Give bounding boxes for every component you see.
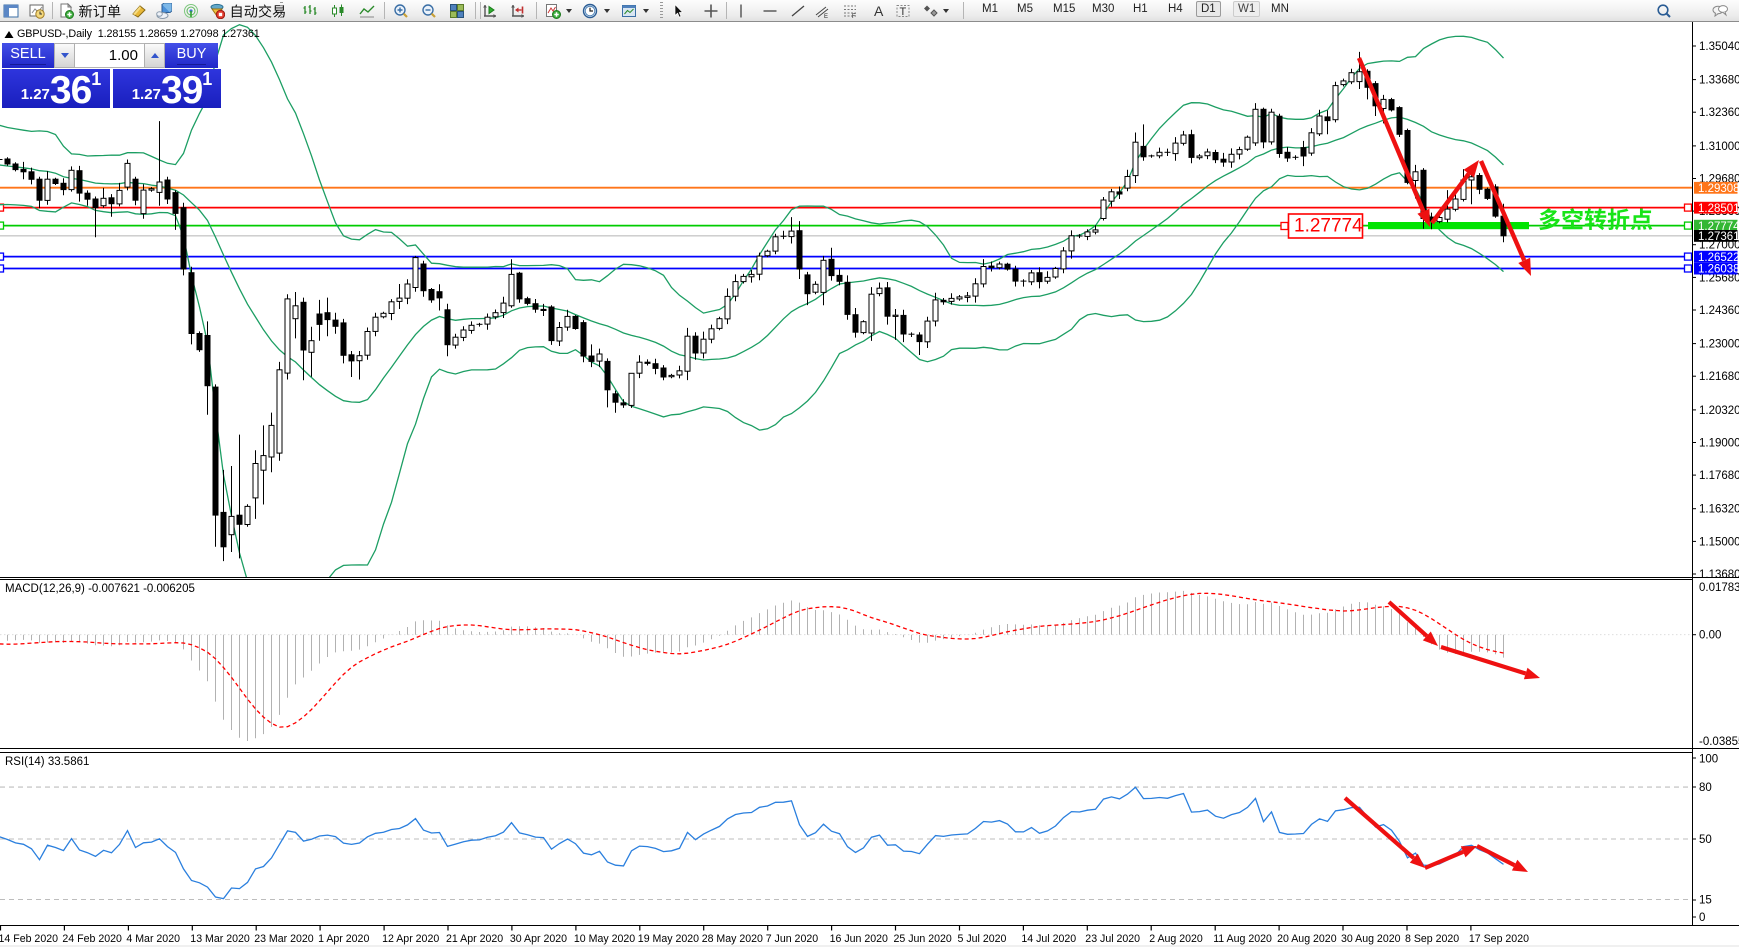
svg-text:RSI(14) 33.5861: RSI(14) 33.5861 bbox=[5, 756, 89, 768]
svg-text:1.33680: 1.33680 bbox=[1699, 75, 1739, 87]
svg-text:-0.038559: -0.038559 bbox=[1699, 736, 1739, 748]
svg-text:15: 15 bbox=[1699, 895, 1712, 907]
svg-text:1.13680: 1.13680 bbox=[1699, 569, 1739, 581]
svg-text:1.28501: 1.28501 bbox=[1698, 203, 1739, 215]
svg-text:E: E bbox=[824, 14, 828, 19]
svg-text:13 Mar 2020: 13 Mar 2020 bbox=[190, 933, 250, 945]
svg-text:30 Apr 2020: 30 Apr 2020 bbox=[510, 933, 567, 945]
svg-text:1.16320: 1.16320 bbox=[1699, 504, 1739, 516]
svg-text:A: A bbox=[874, 3, 884, 19]
svg-text:17 Sep 2020: 17 Sep 2020 bbox=[1469, 933, 1529, 945]
svg-text:T: T bbox=[900, 6, 907, 18]
svg-text:1.29308: 1.29308 bbox=[1698, 183, 1739, 195]
svg-text:1.27361: 1.27361 bbox=[1698, 231, 1739, 243]
svg-text:14 Feb 2020: 14 Feb 2020 bbox=[0, 933, 58, 945]
svg-text:1.19000: 1.19000 bbox=[1699, 438, 1739, 450]
svg-text:1.21680: 1.21680 bbox=[1699, 371, 1739, 383]
svg-text:1.25680: 1.25680 bbox=[1699, 272, 1739, 284]
svg-text:80: 80 bbox=[1699, 782, 1712, 794]
svg-text:0.00: 0.00 bbox=[1699, 630, 1721, 642]
svg-text:14 Jul 2020: 14 Jul 2020 bbox=[1021, 933, 1076, 945]
svg-text:50: 50 bbox=[1699, 834, 1712, 846]
svg-text:1.17680: 1.17680 bbox=[1699, 470, 1739, 482]
svg-text:0.017833: 0.017833 bbox=[1699, 582, 1739, 594]
svg-text:23 Jul 2020: 23 Jul 2020 bbox=[1085, 933, 1140, 945]
svg-text:19 May 2020: 19 May 2020 bbox=[638, 933, 699, 945]
svg-text:12 Apr 2020: 12 Apr 2020 bbox=[382, 933, 439, 945]
svg-text:1 Apr 2020: 1 Apr 2020 bbox=[318, 933, 369, 945]
svg-text:1.26038: 1.26038 bbox=[1698, 264, 1739, 276]
svg-text:0: 0 bbox=[1699, 912, 1705, 924]
svg-text:10 May 2020: 10 May 2020 bbox=[574, 933, 635, 945]
svg-text:1.27000: 1.27000 bbox=[1699, 240, 1739, 252]
svg-text:11 Aug 2020: 11 Aug 2020 bbox=[1213, 933, 1272, 945]
svg-text:1.31000: 1.31000 bbox=[1699, 141, 1739, 153]
svg-text:1.20320: 1.20320 bbox=[1699, 405, 1739, 417]
svg-text:1.27774: 1.27774 bbox=[1698, 221, 1739, 233]
svg-text:5 Jul 2020: 5 Jul 2020 bbox=[958, 933, 1007, 945]
svg-text:1.23000: 1.23000 bbox=[1699, 339, 1739, 351]
svg-text:16 Jun 2020: 16 Jun 2020 bbox=[830, 933, 888, 945]
svg-text:8 Sep 2020: 8 Sep 2020 bbox=[1405, 933, 1459, 945]
svg-text:21 Apr 2020: 21 Apr 2020 bbox=[446, 933, 503, 945]
svg-text:25 Jun 2020: 25 Jun 2020 bbox=[894, 933, 952, 945]
svg-text:1.27774: 1.27774 bbox=[1294, 216, 1363, 237]
svg-text:MACD(12,26,9) -0.007621 -0.006: MACD(12,26,9) -0.007621 -0.006205 bbox=[5, 583, 195, 595]
svg-text:7 Jun 2020: 7 Jun 2020 bbox=[766, 933, 819, 945]
svg-text:20 Aug 2020: 20 Aug 2020 bbox=[1277, 933, 1337, 945]
svg-text:30 Aug 2020: 30 Aug 2020 bbox=[1341, 933, 1401, 945]
svg-text:1.15000: 1.15000 bbox=[1699, 536, 1739, 548]
svg-text:1.26522: 1.26522 bbox=[1698, 252, 1739, 264]
svg-text:2 Aug 2020: 2 Aug 2020 bbox=[1149, 933, 1203, 945]
svg-text:100: 100 bbox=[1699, 754, 1718, 766]
svg-text:1.24360: 1.24360 bbox=[1699, 305, 1739, 317]
svg-text:28 May 2020: 28 May 2020 bbox=[702, 933, 763, 945]
svg-text:4 Mar 2020: 4 Mar 2020 bbox=[126, 933, 180, 945]
svg-text:24 Feb 2020: 24 Feb 2020 bbox=[62, 933, 122, 945]
svg-text:1.32360: 1.32360 bbox=[1699, 107, 1739, 119]
svg-text:1.35040: 1.35040 bbox=[1699, 41, 1739, 53]
svg-text:F: F bbox=[852, 14, 856, 19]
svg-text:23 Mar 2020: 23 Mar 2020 bbox=[254, 933, 314, 945]
